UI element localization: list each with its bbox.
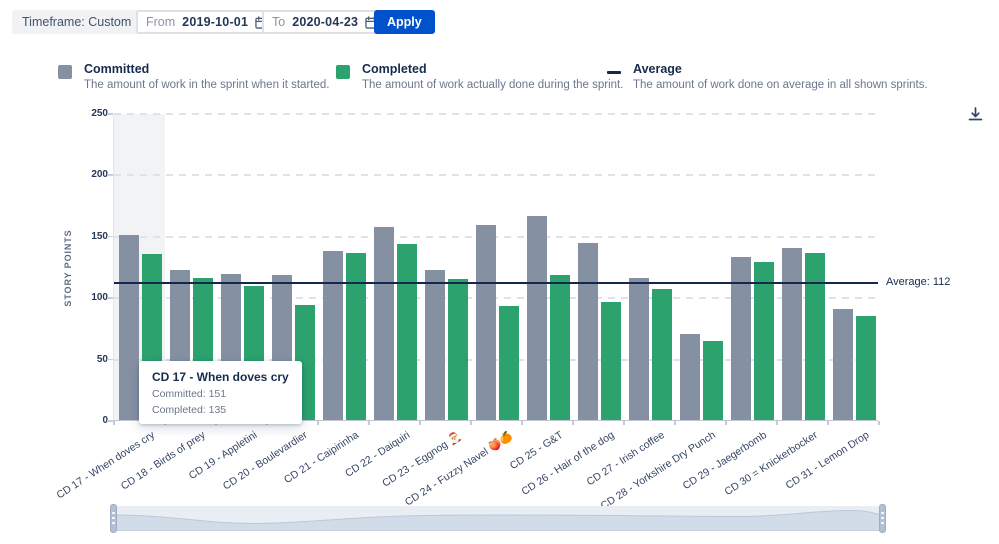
bar-committed[interactable] <box>476 224 496 420</box>
toolbar: Timeframe: Custom From 2019-10-01 To 202… <box>0 0 999 44</box>
tooltip-completed-value: Completed: 135 <box>152 404 227 416</box>
x-axis-tick <box>776 421 778 425</box>
y-axis-tick <box>107 113 113 115</box>
x-axis-tick <box>674 421 676 425</box>
legend-average-label: Average <box>633 62 682 76</box>
x-axis-tick <box>113 421 115 425</box>
timeframe-dropdown[interactable]: Timeframe: Custom <box>12 10 158 34</box>
download-icon <box>967 107 984 126</box>
x-axis-tick <box>317 421 319 425</box>
gridline <box>114 113 878 115</box>
y-axis-tick-label: 50 <box>96 353 108 365</box>
bar-committed[interactable] <box>323 250 343 420</box>
average-line-swatch-icon <box>607 71 621 74</box>
x-axis-tick <box>623 421 625 425</box>
legend-completed: Completed The amount of work actually do… <box>336 62 623 91</box>
bar-committed[interactable] <box>731 256 751 420</box>
y-axis-tick <box>107 235 113 238</box>
bar-completed[interactable] <box>856 315 876 420</box>
bar-committed[interactable] <box>833 309 853 420</box>
x-axis-tick <box>725 421 727 425</box>
y-axis-tick-label: 200 <box>91 169 108 181</box>
brush-left-handle[interactable] <box>110 504 117 533</box>
committed-swatch-icon <box>58 65 72 79</box>
legend-committed-description: The amount of work in the sprint when it… <box>84 79 330 91</box>
y-axis-tick <box>107 358 113 361</box>
brush-area-silhouette <box>113 509 883 531</box>
from-date-value: 2019-10-01 <box>182 15 249 29</box>
completed-swatch-icon <box>336 65 350 79</box>
to-date-input[interactable]: To 2020-04-23 <box>262 10 389 34</box>
x-axis-tick <box>521 421 523 425</box>
x-axis-tick <box>878 421 880 425</box>
x-axis-tick <box>368 421 370 425</box>
to-label: To <box>272 15 286 29</box>
to-date-value: 2020-04-23 <box>292 15 359 29</box>
from-date-input[interactable]: From 2019-10-01 <box>136 10 279 34</box>
brush-right-handle[interactable] <box>879 504 886 533</box>
y-axis-tick <box>107 174 113 176</box>
bar-completed[interactable] <box>805 253 825 420</box>
bar-completed[interactable] <box>448 278 468 420</box>
gridline <box>114 235 878 238</box>
y-axis-tick-label: 250 <box>91 108 108 119</box>
tooltip-title: CD 17 - When doves cry <box>152 370 289 384</box>
legend-average-description: The amount of work done on average in al… <box>633 79 928 91</box>
download-chart-button[interactable] <box>964 105 986 127</box>
sprint-tooltip: CD 17 - When doves cry Committed: 151 Co… <box>139 361 302 424</box>
gridline <box>114 174 878 177</box>
x-axis-label: CD 17 - When doves cry <box>54 429 158 502</box>
bar-completed[interactable] <box>346 253 366 420</box>
gridline <box>114 358 878 361</box>
timeframe-dropdown-label: Timeframe: Custom <box>22 15 132 29</box>
tooltip-committed-value: Committed: 151 <box>152 388 227 400</box>
legend-committed: Committed The amount of work in the spri… <box>58 62 329 91</box>
average-line <box>114 282 878 285</box>
legend-average: Average The amount of work done on avera… <box>607 62 928 91</box>
bar-committed[interactable] <box>527 216 547 420</box>
x-axis-tick <box>470 421 472 425</box>
chart-range-scrollbar[interactable] <box>110 504 886 533</box>
from-label: From <box>146 15 176 29</box>
bar-completed[interactable] <box>550 275 570 420</box>
bar-completed[interactable] <box>601 302 621 420</box>
legend-completed-description: The amount of work actually done during … <box>362 79 624 91</box>
bar-committed[interactable] <box>680 334 700 420</box>
y-axis-tick-label: 0 <box>102 415 108 426</box>
bar-completed[interactable] <box>397 244 417 420</box>
plot-area <box>113 113 878 421</box>
x-axis-tick <box>572 421 574 425</box>
legend-committed-label: Committed <box>84 62 150 76</box>
y-axis-tick <box>107 420 113 422</box>
bar-committed[interactable] <box>425 270 445 420</box>
y-axis-tick <box>107 297 113 299</box>
x-axis-label: CD 26 - Hair of the dog <box>518 429 617 498</box>
bar-committed[interactable] <box>578 243 598 420</box>
gridline <box>114 297 878 300</box>
average-value-label: Average: 112 <box>886 276 951 288</box>
y-axis-tick-label: 100 <box>91 292 108 304</box>
bar-committed[interactable] <box>782 248 802 420</box>
bar-completed[interactable] <box>499 305 519 420</box>
x-axis-label: CD 20 - Boulevardier <box>221 429 311 493</box>
x-axis-tick <box>827 421 829 425</box>
apply-button[interactable]: Apply <box>374 10 435 34</box>
x-axis-label: CD 29 - Jaegerbomb <box>680 429 770 493</box>
y-axis-tick-label: 150 <box>91 230 108 242</box>
legend-completed-label: Completed <box>362 62 427 76</box>
bar-completed[interactable] <box>703 341 723 420</box>
bar-completed[interactable] <box>652 288 672 420</box>
bar-committed[interactable] <box>119 234 139 420</box>
x-axis-label: CD 18 - Birds of prey <box>119 429 209 493</box>
x-axis-tick <box>419 421 421 425</box>
x-axis-label: CD 30 = Knickerbocker <box>722 429 821 499</box>
bar-committed[interactable] <box>629 277 649 420</box>
bar-completed[interactable] <box>754 261 774 420</box>
bar-committed[interactable] <box>374 227 394 420</box>
